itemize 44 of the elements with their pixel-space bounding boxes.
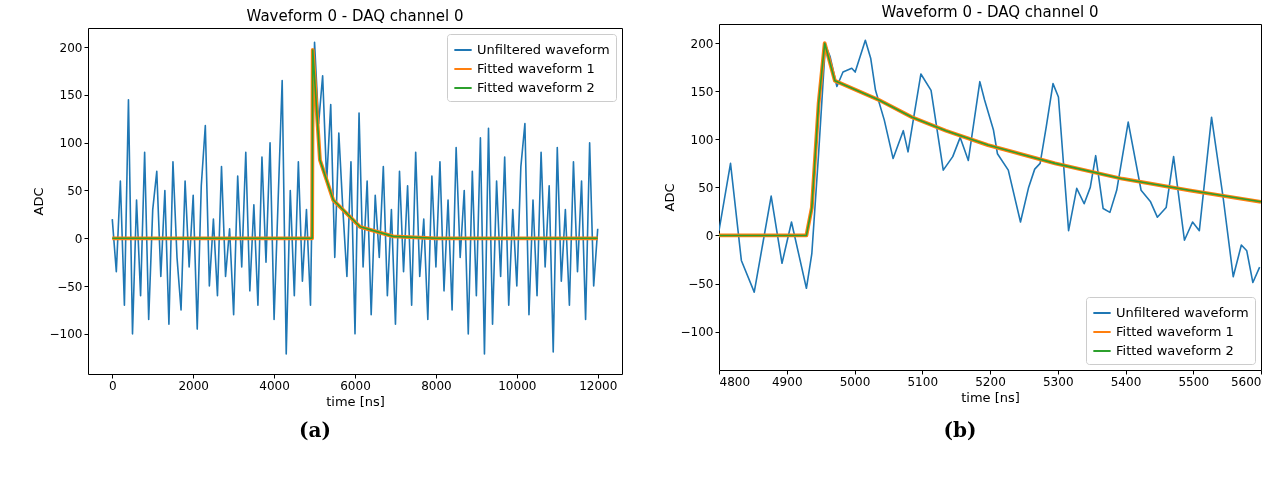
y-tick-label: 200 [59, 40, 83, 55]
y-tick-label: 0 [705, 228, 714, 243]
legend-label: Fitted waveform 2 [477, 80, 595, 95]
y-tick-label: 150 [59, 88, 83, 103]
x-tick-label: 5400 [1110, 374, 1142, 389]
chart-title: Waveform 0 - DAQ channel 0 [881, 3, 1099, 21]
legend-label: Unfiltered waveform [1116, 305, 1249, 320]
y-tick-label: −50 [688, 277, 714, 291]
legend-label: Fitted waveform 2 [1116, 343, 1234, 358]
x-tick-label: 4000 [259, 378, 290, 393]
x-tick-label: 2000 [178, 378, 209, 393]
x-tick-label: 5500 [1178, 374, 1210, 389]
x-tick-label: 5600 [1230, 374, 1262, 389]
x-tick-label: 4900 [771, 374, 803, 389]
y-tick-label: 150 [690, 84, 714, 99]
x-tick-label: 4800 [719, 374, 751, 389]
y-axis-title: ADC [30, 187, 46, 216]
x-tick-label: 0 [108, 378, 117, 393]
y-tick-label: 50 [67, 183, 83, 198]
x-tick-label: 8000 [421, 378, 452, 393]
x-tick-label: 5100 [907, 374, 939, 389]
x-axis-title: time [ns] [326, 393, 385, 409]
legend-label: Fitted waveform 1 [477, 61, 595, 76]
x-tick-label: 5300 [1042, 374, 1074, 389]
legend-label: Unfiltered waveform [477, 42, 610, 57]
legend-label: Fitted waveform 1 [1116, 324, 1234, 339]
text: (a) [299, 418, 331, 442]
y-axis-title: ADC [661, 183, 677, 212]
y-tick-label: −100 [49, 327, 83, 342]
x-tick-label: 5000 [839, 374, 871, 389]
x-axis-title: time [ns] [961, 389, 1020, 405]
y-tick-label: 0 [74, 231, 83, 246]
y-tick-label: 200 [690, 36, 714, 51]
x-tick-label: 12000 [579, 378, 618, 393]
y-tick-label: 50 [698, 180, 714, 195]
x-tick-label: 5200 [975, 374, 1006, 389]
x-tick-label: 6000 [340, 378, 371, 393]
y-tick-label: −100 [680, 325, 714, 340]
y-tick-label: −50 [57, 279, 83, 294]
y-tick-label: 100 [59, 136, 83, 151]
y-tick-label: 100 [690, 132, 714, 147]
chart-title: Waveform 0 - DAQ channel 0 [246, 7, 464, 25]
x-tick-label: 10000 [498, 378, 537, 393]
text: (b) [943, 418, 977, 442]
